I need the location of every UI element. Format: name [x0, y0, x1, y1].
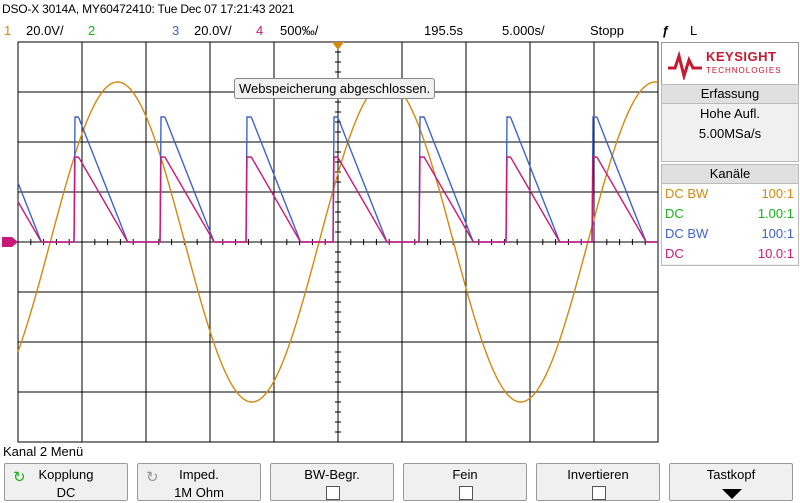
ch4-number[interactable]: 4: [256, 23, 264, 38]
timebase-readout[interactable]: 5.000s/: [502, 23, 545, 38]
checkbox-icon[interactable]: [326, 486, 340, 500]
ch3-trace: [17, 116, 658, 243]
notice-message: Webspeicherung abgeschlossen.: [234, 78, 436, 99]
window-title: DSO-X 3014A, MY60472410: Tue Dec 07 17:2…: [2, 2, 295, 16]
channel-row-4[interactable]: DC 10.0:1: [662, 244, 798, 264]
ground-marker-icon: [2, 237, 18, 247]
ch4-trace: [17, 156, 658, 243]
ch3-scale[interactable]: 20.0V/: [194, 23, 232, 38]
channel-row-1[interactable]: DC BW 100:1: [662, 184, 798, 204]
run-state[interactable]: Stopp: [590, 23, 624, 38]
channels-panel: Kanäle DC BW 100:1 DC 1.00:1 DC BW 100:1 DC…: [661, 164, 799, 266]
acquisition-header: Erfassung: [662, 85, 798, 104]
channel-row-3[interactable]: DC BW 100:1: [662, 224, 798, 244]
ch4-scale[interactable]: 500‰/: [280, 23, 319, 38]
softkey-coupling[interactable]: ↻ Kopplung DC: [4, 463, 128, 501]
channels-header: Kanäle: [662, 165, 798, 184]
status-bar: 1 20.0V/ 2 3 20.0V/ 4 500‰/ 195.5s 5.000…: [0, 22, 800, 40]
ch1-scale[interactable]: 20.0V/: [26, 23, 64, 38]
acquisition-mode: Hohe Aufl.: [700, 106, 760, 121]
ch1-trace: [17, 81, 659, 403]
trigger-position-icon: [332, 42, 344, 50]
side-panel: KEYSIGHT TECHNOLOGIES Erfassung Hohe Auf…: [661, 42, 799, 442]
submenu-arrow-icon: [722, 489, 742, 499]
trigger-level[interactable]: L: [690, 23, 698, 38]
edge-trigger-icon[interactable]: ƒ: [662, 23, 670, 38]
ch1-number[interactable]: 1: [4, 23, 12, 38]
traces: [17, 81, 659, 403]
delay-readout[interactable]: 195.5s: [424, 23, 464, 38]
softkey-impedance[interactable]: ↻ Imped. 1M Ohm: [137, 463, 261, 501]
wave-logo-icon: [668, 50, 702, 80]
ch2-number[interactable]: 2: [88, 23, 96, 38]
rotate-knob-icon: ↻: [146, 469, 159, 486]
softkey-invert[interactable]: Invertieren: [536, 463, 660, 501]
channel-row-2[interactable]: DC 1.00:1: [662, 204, 798, 224]
rotate-knob-icon: ↻: [13, 469, 26, 486]
brand-name: KEYSIGHT: [706, 49, 777, 64]
brand-sub: TECHNOLOGIES: [706, 66, 782, 75]
brand-logo: KEYSIGHT TECHNOLOGIES: [661, 42, 799, 86]
checkbox-icon[interactable]: [592, 486, 606, 500]
softkey-bw-limit[interactable]: BW-Begr.: [270, 463, 394, 501]
sample-rate: 5.00MSa/s: [698, 126, 762, 141]
softkey-probe[interactable]: Tastkopf: [669, 463, 793, 501]
acquisition-panel: Erfassung Hohe Aufl. 5.00MSa/s: [661, 84, 799, 162]
softkey-fine[interactable]: Fein: [403, 463, 527, 501]
channel-markers: [2, 42, 344, 247]
checkbox-icon[interactable]: [459, 486, 473, 500]
softkey-bar: ↻ Kopplung DC ↻ Imped. 1M Ohm BW-Begr. F…: [0, 461, 800, 503]
menu-title: Kanal 2 Menü: [3, 444, 84, 459]
waveform-display[interactable]: [0, 40, 660, 444]
ch3-number[interactable]: 3: [172, 23, 180, 38]
